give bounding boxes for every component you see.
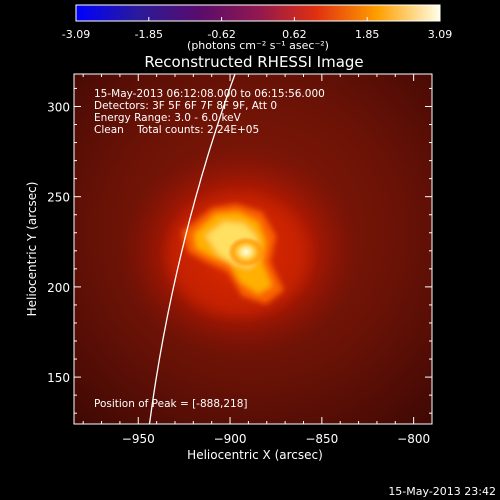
solar-limb-line [148, 74, 236, 424]
x-tick-label: −900 [214, 432, 247, 446]
timestamp: 15-May-2013 23:42 [388, 485, 496, 498]
figure-title: Reconstructed RHESSI Image [144, 53, 363, 71]
x-axis-ticks: −950 −900 −850 −800 [82, 74, 433, 446]
x-tick-label: −850 [305, 432, 338, 446]
colorbar-tick-label: -1.85 [135, 28, 163, 41]
x-tick-label: −800 [397, 432, 430, 446]
colorbar-tick-label: 0.62 [282, 28, 307, 41]
colorbar-unit-label: (photons cm⁻² s⁻¹ asec⁻²) [187, 39, 329, 52]
info-time: 15-May-2013 06:12:08.000 to 06:15:56.000 [94, 88, 325, 100]
peak-position-label: Position of Peak = [-888,218] [94, 398, 248, 410]
info-method: Clean Total counts: 2.24E+05 [94, 124, 259, 136]
colorbar-tick-label: -3.09 [62, 28, 90, 41]
colorbar-tick-label: 3.09 [428, 28, 453, 41]
colorbar-ticks: -3.09 -1.85 -0.62 0.62 1.85 3.09 [62, 17, 452, 41]
y-axis-label: Heliocentric Y (arcsec) [25, 182, 39, 317]
y-tick-label: 300 [47, 100, 70, 114]
colorbar: -3.09 -1.85 -0.62 0.62 1.85 3.09 (photons cm⁻… [62, 4, 452, 52]
info-annotation: 15-May-2013 06:12:08.000 to 06:15:56.000… [94, 88, 325, 136]
colorbar-tick-label: -0.62 [207, 28, 235, 41]
y-axis-ticks: 150 200 250 300 [47, 87, 432, 414]
colorbar-tick-label: 1.85 [355, 28, 380, 41]
y-tick-label: 150 [47, 371, 70, 385]
plot-frame [73, 73, 433, 425]
info-energy: Energy Range: 3.0 - 6.0 keV [94, 112, 242, 124]
y-tick-label: 200 [47, 281, 70, 295]
rhessi-image [74, 74, 432, 424]
info-detectors: Detectors: 3F 5F 6F 7F 8F 9F, Att 0 [94, 100, 277, 112]
emission-peak [228, 237, 264, 267]
colorbar-scale [75, 4, 441, 22]
x-axis-label: Heliocentric X (arcsec) [187, 448, 323, 462]
y-tick-label: 250 [47, 191, 70, 205]
x-tick-label: −950 [122, 432, 155, 446]
